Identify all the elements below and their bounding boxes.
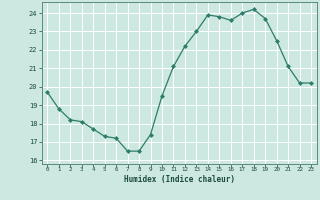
X-axis label: Humidex (Indice chaleur): Humidex (Indice chaleur) xyxy=(124,175,235,184)
